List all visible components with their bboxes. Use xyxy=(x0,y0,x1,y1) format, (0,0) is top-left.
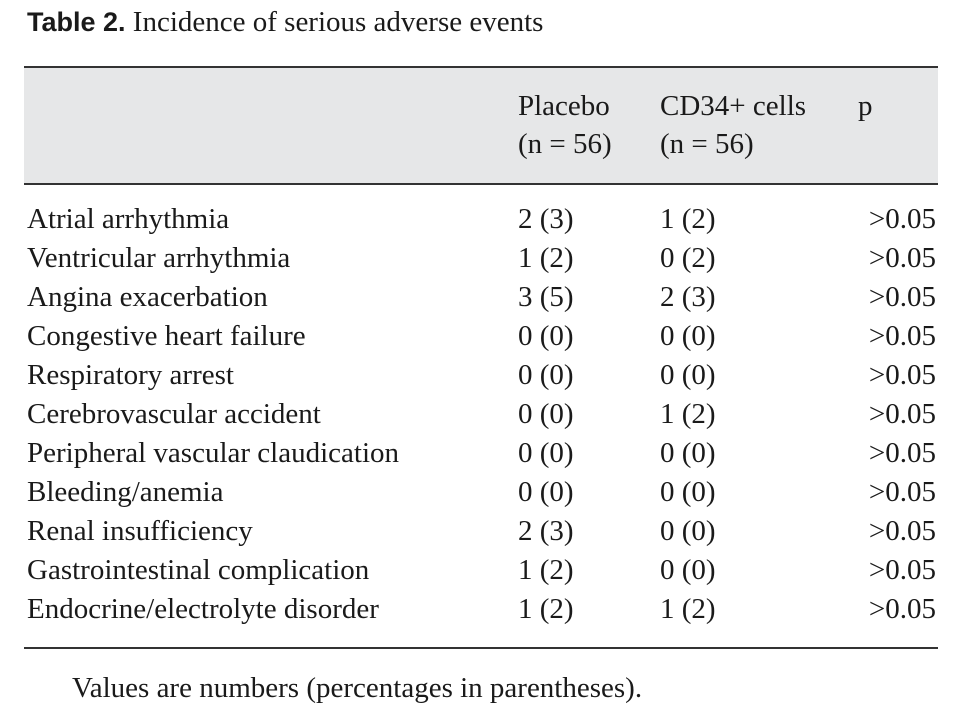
p-value-cell: >0.05 xyxy=(868,554,936,586)
p-value-cell: >0.05 xyxy=(868,203,936,235)
table-caption: Incidence of serious adverse events xyxy=(132,6,544,38)
column-header-p-label: p xyxy=(858,90,873,122)
p-value-cell: >0.05 xyxy=(868,359,936,391)
table-row: Angina exacerbation 3 (5) 2 (3) >0.05 xyxy=(0,278,960,317)
table-row: Bleeding/anemia 0 (0) 0 (0) >0.05 xyxy=(0,473,960,512)
p-value-cell: >0.05 xyxy=(868,281,936,313)
column-header-p: p xyxy=(858,87,873,125)
event-cell: Endocrine/electrolyte disorder xyxy=(27,593,379,625)
cd34-cell: 1 (2) xyxy=(660,398,716,430)
p-value-cell: >0.05 xyxy=(868,320,936,352)
table-row: Endocrine/electrolyte disorder 1 (2) 1 (2)… xyxy=(0,590,960,629)
cd34-cell: 0 (0) xyxy=(660,320,716,352)
placebo-cell: 2 (3) xyxy=(518,515,574,547)
p-value-cell: >0.05 xyxy=(868,593,936,625)
placebo-cell: 0 (0) xyxy=(518,398,574,430)
cd34-cell: 0 (0) xyxy=(660,554,716,586)
event-cell: Respiratory arrest xyxy=(27,359,234,391)
placebo-cell: 2 (3) xyxy=(518,203,574,235)
event-cell: Peripheral vascular claudication xyxy=(27,437,400,469)
p-value-cell: >0.05 xyxy=(868,515,936,547)
placebo-cell: 1 (2) xyxy=(518,554,574,586)
placebo-cell: 0 (0) xyxy=(518,437,574,469)
event-cell: Congestive heart failure xyxy=(27,320,306,352)
event-cell: Atrial arrhythmia xyxy=(27,203,230,235)
table-row: Gastrointestinal complication 1 (2) 0 (0) >… xyxy=(0,551,960,590)
column-header-cd34-n: (n = 56) xyxy=(660,128,754,160)
table-row: Peripheral vascular claudication 0 (0) 0 (… xyxy=(0,434,960,473)
p-value-cell: >0.05 xyxy=(868,398,936,430)
table-row: Renal insufficiency 2 (3) 0 (0) >0.05 xyxy=(0,512,960,551)
cd34-cell: 0 (0) xyxy=(660,515,716,547)
event-cell: Angina exacerbation xyxy=(27,281,268,313)
placebo-cell: 1 (2) xyxy=(518,242,574,274)
table-row: Cerebrovascular accident 0 (0) 1 (2) >0.05 xyxy=(0,395,960,434)
event-cell: Bleeding/anemia xyxy=(27,476,224,508)
placebo-cell: 1 (2) xyxy=(518,593,574,625)
cd34-cell: 0 (2) xyxy=(660,242,716,274)
event-cell: Cerebrovascular accident xyxy=(27,398,321,430)
table-title: Table 2. Incidence of serious adverse ev… xyxy=(27,4,543,40)
p-value-cell: >0.05 xyxy=(868,242,936,274)
placebo-cell: 3 (5) xyxy=(518,281,574,313)
cd34-cell: 0 (0) xyxy=(660,437,716,469)
column-header-cd34: CD34+ cells (n = 56) xyxy=(660,87,806,163)
table-row: Ventricular arrhythmia 1 (2) 0 (2) >0.05 xyxy=(0,239,960,278)
table-bottom-rule xyxy=(24,647,938,649)
table-row: Congestive heart failure 0 (0) 0 (0) >0.05 xyxy=(0,317,960,356)
cd34-cell: 2 (3) xyxy=(660,281,716,313)
table-row: Respiratory arrest 0 (0) 0 (0) >0.05 xyxy=(0,356,960,395)
placebo-cell: 0 (0) xyxy=(518,476,574,508)
cd34-cell: 0 (0) xyxy=(660,476,716,508)
p-value-cell: >0.05 xyxy=(868,476,936,508)
table-header xyxy=(24,66,938,185)
event-cell: Ventricular arrhythmia xyxy=(27,242,291,274)
cd34-cell: 1 (2) xyxy=(660,203,716,235)
table-label: Table 2. xyxy=(27,7,126,37)
event-cell: Gastrointestinal complication xyxy=(27,554,370,586)
table-footnote: Values are numbers (percentages in paren… xyxy=(72,672,643,704)
table-row: Atrial arrhythmia 2 (3) 1 (2) >0.05 xyxy=(0,200,960,239)
column-header-placebo: Placebo (n = 56) xyxy=(518,87,612,163)
event-cell: Renal insufficiency xyxy=(27,515,253,547)
column-header-placebo-n: (n = 56) xyxy=(518,128,612,160)
cd34-cell: 0 (0) xyxy=(660,359,716,391)
placebo-cell: 0 (0) xyxy=(518,320,574,352)
column-header-cd34-name: CD34+ cells xyxy=(660,90,807,122)
cd34-cell: 1 (2) xyxy=(660,593,716,625)
placebo-cell: 0 (0) xyxy=(518,359,574,391)
p-value-cell: >0.05 xyxy=(868,437,936,469)
column-header-placebo-name: Placebo xyxy=(518,90,610,122)
